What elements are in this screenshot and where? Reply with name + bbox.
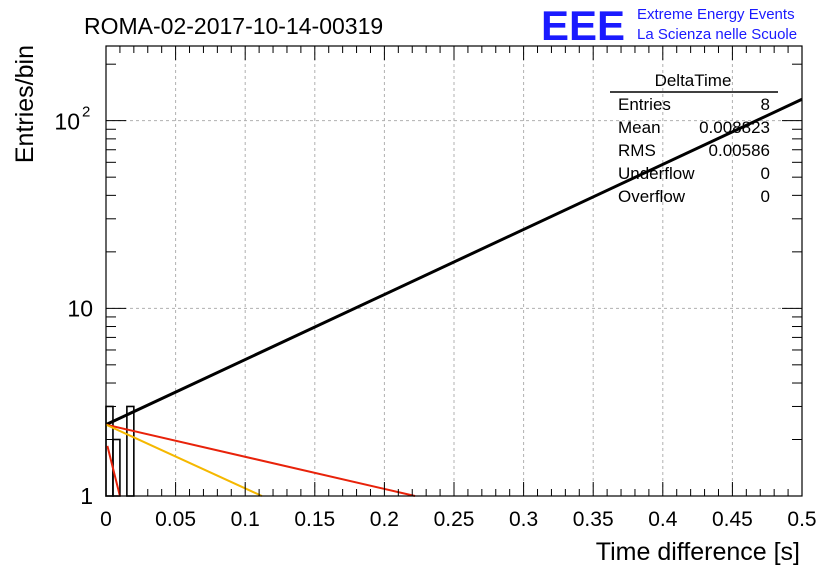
histogram-bar [112, 438, 121, 497]
y-tick-label: 1 [80, 483, 93, 509]
x-tick-label: 0.45 [712, 508, 753, 531]
stats-label-rms: RMS [618, 141, 656, 160]
fit-line [106, 445, 121, 497]
x-tick-label: 0.05 [155, 508, 196, 531]
stats-value-entries: 8 [761, 95, 770, 114]
fit-line [105, 423, 263, 497]
eee-logo: EEE Extreme Energy Events La Scienza nel… [541, 2, 797, 49]
fit-line [105, 423, 416, 497]
histogram-bar [126, 405, 135, 497]
eee-logo-text: EEE [541, 2, 625, 49]
stats-value-mean: 0.008823 [699, 118, 770, 137]
fit-lines [105, 97, 803, 497]
y-tick-exponent: 2 [82, 104, 90, 121]
run-title: ROMA-02-2017-10-14-00319 [84, 13, 383, 39]
stats-label-entries: Entries [618, 95, 671, 114]
y-tick-label: 10 [54, 109, 80, 135]
y-axis-label: Entries/bin [11, 45, 39, 163]
grid-lines [105, 46, 803, 497]
logo-tagline-1: Extreme Energy Events [637, 6, 795, 23]
x-tick-label: 0.35 [573, 508, 614, 531]
fit-line [105, 97, 803, 427]
stats-value-rms: 0.00586 [709, 141, 770, 160]
stats-label-underflow: Underflow [618, 164, 695, 183]
stats-label-mean: Mean [618, 118, 661, 137]
logo-tagline-2: La Scienza nelle Scuole [637, 26, 797, 43]
x-tick-label: 0.5 [787, 508, 816, 531]
x-tick-label: 0.25 [434, 508, 475, 531]
x-tick-label: 0.2 [370, 508, 399, 531]
x-tick-label: 0 [100, 508, 112, 531]
stats-box: DeltaTime Entries 8 Mean 0.008823 RMS 0.… [610, 71, 778, 206]
axes: 0 0.05 0.1 0.15 0.2 0.25 0.3 0.35 0.4 0.45 0.5 1 10 1… [54, 46, 817, 531]
stats-value-underflow: 0 [761, 164, 770, 183]
histogram-bars [105, 405, 135, 497]
stats-value-overflow: 0 [761, 187, 770, 206]
x-tick-label: 0.1 [231, 508, 260, 531]
x-tick-label: 0.15 [294, 508, 335, 531]
x-tick-label: 0.4 [648, 508, 678, 531]
x-tick-label: 0.3 [509, 508, 538, 531]
stats-title: DeltaTime [655, 71, 732, 90]
stats-label-overflow: Overflow [618, 187, 686, 206]
x-axis-label: Time difference [s] [596, 538, 800, 566]
y-tick-label: 10 [67, 295, 93, 321]
